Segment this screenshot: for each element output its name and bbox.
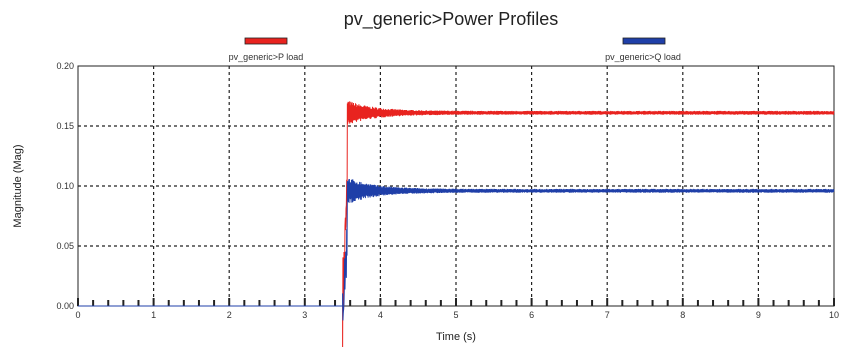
x-tick-label: 6	[529, 310, 534, 320]
series-line-pv-generic-p-load	[78, 101, 835, 347]
legend: pv_generic>P load pv_generic>Q load	[229, 37, 681, 62]
y-axis-label: Magnitude (Mag)	[12, 144, 24, 227]
series-layer	[78, 101, 835, 347]
y-tick-label: 0.15	[56, 121, 74, 131]
minor-ticks	[77, 298, 835, 306]
x-tick-label: 0	[75, 310, 80, 320]
x-tick-labels: 0 1 2 3 4 5 6 7 8 9 10	[75, 310, 839, 320]
x-tick-label: 9	[756, 310, 761, 320]
x-tick-label: 1	[151, 310, 156, 320]
x-tick-label: 2	[227, 310, 232, 320]
x-tick-label: 10	[829, 310, 839, 320]
series-line-pv-generic-q-load	[78, 179, 835, 321]
chart-title: pv_generic>Power Profiles	[344, 9, 559, 30]
x-tick-label: 8	[680, 310, 685, 320]
x-axis-label: Time (s)	[436, 331, 476, 343]
x-tick-label: 7	[605, 310, 610, 320]
y-tick-label: 0.20	[56, 61, 74, 71]
y-tick-label: 0.05	[56, 241, 74, 251]
grid	[78, 66, 834, 306]
y-tick-label: 0.00	[56, 301, 74, 311]
y-tick-labels: 0.00 0.05 0.10 0.15 0.20	[56, 61, 74, 311]
legend-label-p-load: pv_generic>P load	[229, 52, 304, 62]
x-tick-label: 5	[453, 310, 458, 320]
legend-label-q-load: pv_generic>Q load	[605, 52, 681, 62]
legend-swatch-q-load	[622, 37, 666, 45]
x-tick-label: 3	[302, 310, 307, 320]
legend-swatch-p-load	[244, 37, 288, 45]
y-tick-label: 0.10	[56, 181, 74, 191]
x-tick-label: 4	[378, 310, 383, 320]
